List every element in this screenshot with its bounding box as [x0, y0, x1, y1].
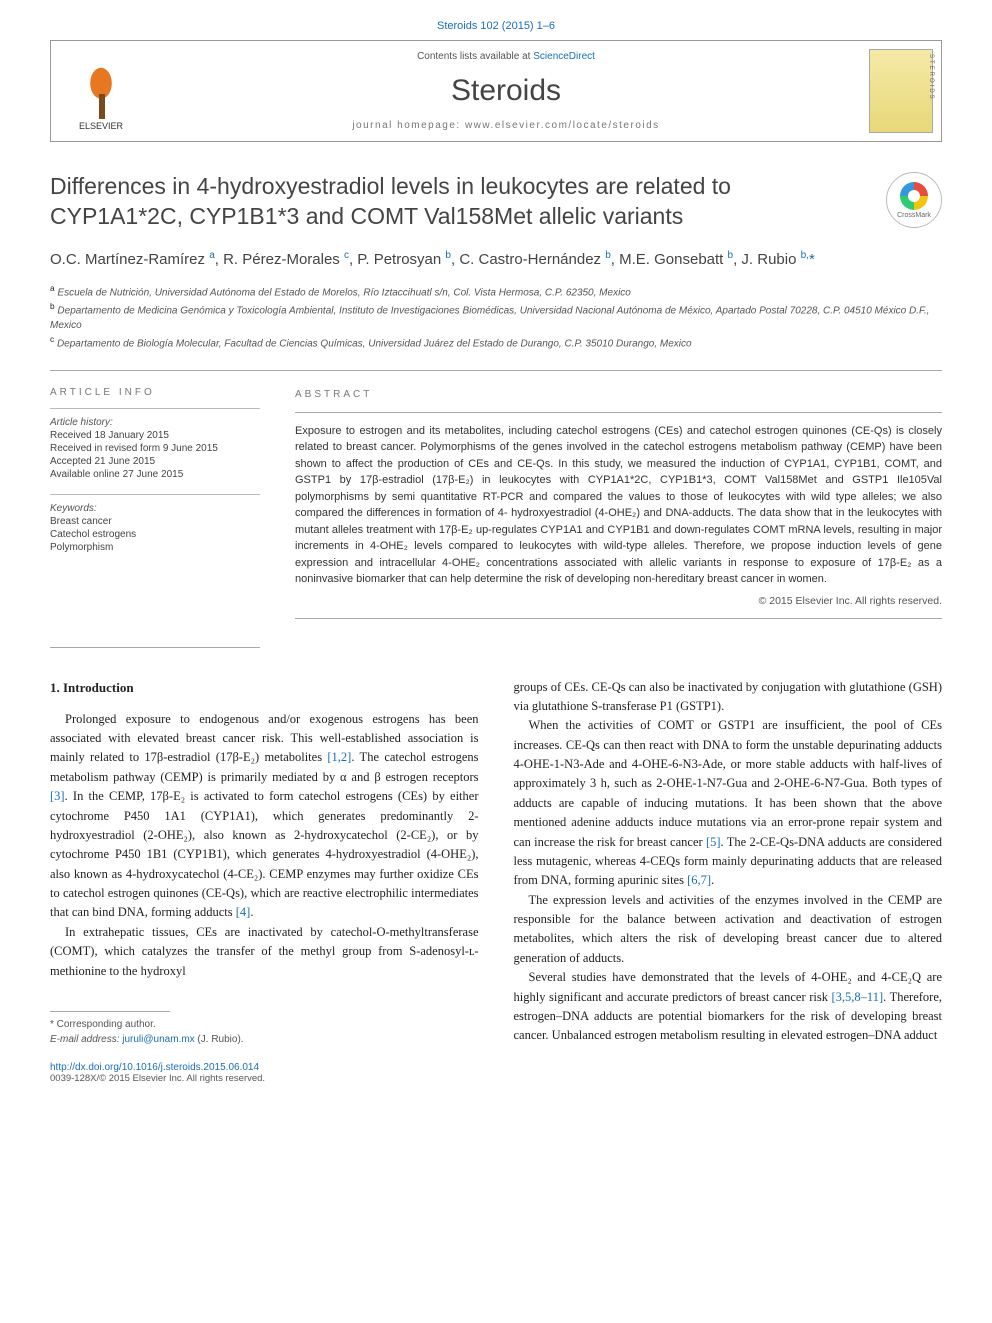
keyword: Breast cancer [50, 516, 260, 527]
keywords-heading: Keywords: [50, 503, 260, 514]
elsevier-tree-icon [76, 64, 126, 119]
author-list: O.C. Martínez-Ramírez a, R. Pérez-Morale… [50, 250, 942, 268]
elsevier-logo[interactable]: ELSEVIER [66, 51, 136, 131]
abstract-copyright: © 2015 Elsevier Inc. All rights reserved… [295, 594, 942, 610]
left-column: 1. Introduction Prolonged exposure to en… [50, 678, 479, 1048]
citation-bar[interactable]: Steroids 102 (2015) 1–6 [50, 20, 942, 32]
header-center: Contents lists available at ScienceDirec… [151, 41, 861, 141]
keyword: Polymorphism [50, 542, 260, 553]
history-accepted: Accepted 21 June 2015 [50, 456, 260, 467]
contents-prefix: Contents lists available at [417, 51, 533, 62]
intro-paragraph: Prolonged exposure to endogenous and/or … [50, 710, 479, 923]
article-title: Differences in 4-hydroxyestradiol levels… [50, 172, 866, 232]
journal-homepage[interactable]: journal homepage: www.elsevier.com/locat… [352, 120, 659, 131]
ref-link[interactable]: [3] [50, 789, 65, 803]
intro-heading: 1. Introduction [50, 678, 479, 698]
abstract-label: ABSTRACT [295, 387, 942, 402]
affiliations: a Escuela de Nutrición, Universidad Autó… [50, 282, 942, 352]
keyword: Catechol estrogens [50, 529, 260, 540]
issn-copyright: 0039-128X/© 2015 Elsevier Inc. All right… [50, 1073, 942, 1084]
article-info-column: ARTICLE INFO Article history: Received 1… [50, 387, 260, 619]
publisher-logo-cell: ELSEVIER [51, 41, 151, 141]
title-row: Differences in 4-hydroxyestradiol levels… [50, 172, 942, 232]
right-column: groups of CEs. CE-Qs can also be inactiv… [514, 678, 943, 1048]
history-online: Available online 27 June 2015 [50, 469, 260, 480]
divider [50, 647, 260, 648]
contents-line: Contents lists available at ScienceDirec… [417, 51, 595, 62]
meta-row: ARTICLE INFO Article history: Received 1… [50, 387, 942, 619]
history-received: Received 18 January 2015 [50, 430, 260, 441]
ref-link[interactable]: [3,5,8–11] [832, 990, 884, 1004]
crossmark-icon [900, 182, 928, 210]
affiliation-c: c Departamento de Biología Molecular, Fa… [50, 333, 942, 351]
crossmark-label: CrossMark [897, 212, 931, 219]
sciencedirect-link[interactable]: ScienceDirect [533, 51, 595, 62]
email-link[interactable]: juruli@unam.mx [122, 1034, 194, 1045]
divider [50, 370, 942, 371]
corresponding-star: * Corresponding author. [50, 1017, 479, 1033]
intro-paragraph: When the activities of COMT or GSTP1 are… [514, 716, 943, 890]
doi-link[interactable]: http://dx.doi.org/10.1016/j.steroids.201… [50, 1062, 942, 1073]
intro-paragraph: In extrahepatic tissues, CEs are inactiv… [50, 923, 479, 981]
corresponding-author-block: * Corresponding author. E-mail address: … [50, 1011, 479, 1048]
article-info-label: ARTICLE INFO [50, 387, 260, 398]
history-revised: Received in revised form 9 June 2015 [50, 443, 260, 454]
publisher-name: ELSEVIER [79, 121, 123, 131]
ref-link[interactable]: [5] [706, 835, 721, 849]
intro-paragraph: groups of CEs. CE-Qs can also be inactiv… [514, 678, 943, 717]
abstract-column: ABSTRACT Exposure to estrogen and its me… [295, 387, 942, 619]
body-columns: 1. Introduction Prolonged exposure to en… [50, 678, 942, 1048]
ref-link[interactable]: [1,2] [327, 750, 351, 764]
intro-paragraph: The expression levels and activities of … [514, 891, 943, 969]
cover-cell [861, 41, 941, 141]
history-heading: Article history: [50, 417, 260, 428]
abstract-text: Exposure to estrogen and its metabolites… [295, 423, 942, 588]
corresponding-email-line: E-mail address: juruli@unam.mx (J. Rubio… [50, 1032, 479, 1048]
affiliation-a: a Escuela de Nutrición, Universidad Autó… [50, 282, 942, 300]
journal-header: ELSEVIER Contents lists available at Sci… [50, 40, 942, 142]
ref-link[interactable]: [4] [236, 905, 251, 919]
journal-name: Steroids [451, 74, 561, 108]
intro-paragraph: Several studies have demonstrated that t… [514, 968, 943, 1046]
affiliation-b: b Departamento de Medicina Genómica y To… [50, 300, 942, 333]
journal-cover-thumb[interactable] [869, 49, 933, 133]
crossmark-badge[interactable]: CrossMark [886, 172, 942, 228]
ref-link[interactable]: [6,7] [687, 873, 711, 887]
